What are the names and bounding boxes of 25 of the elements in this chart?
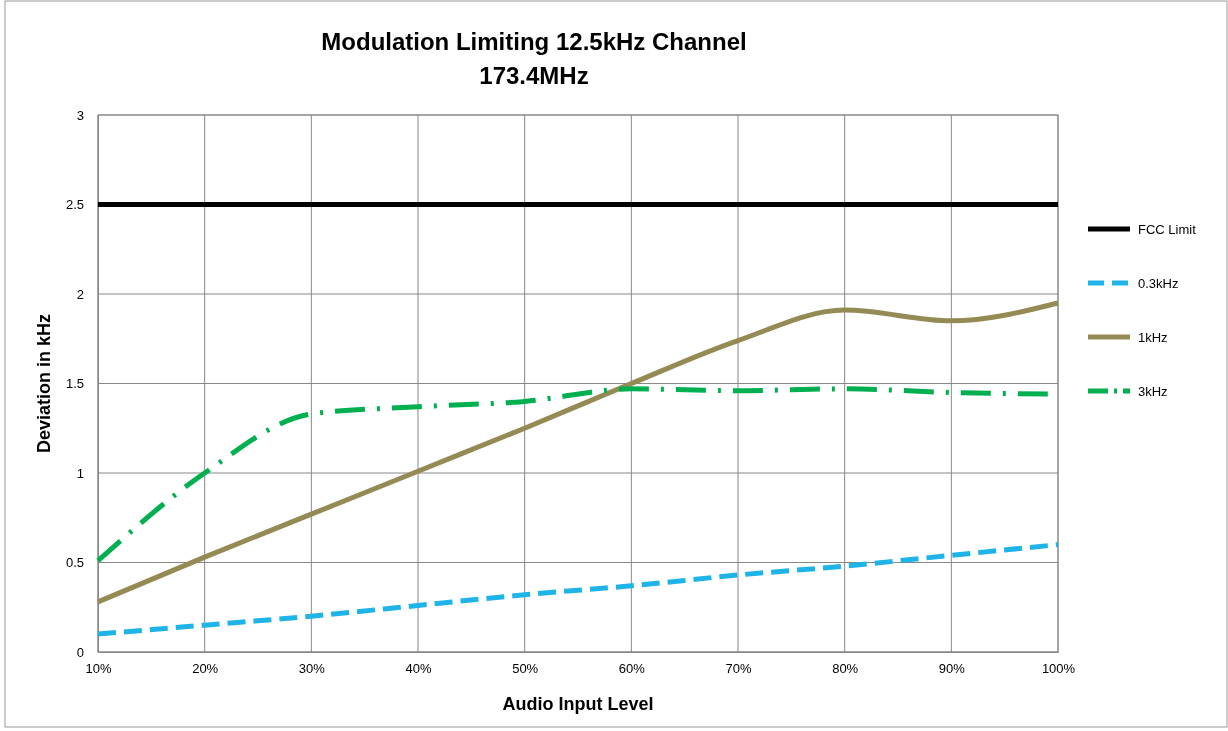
legend-label: 3kHz <box>1138 384 1168 399</box>
legend-label: 0.3kHz <box>1138 276 1179 291</box>
y-tick-label: 1 <box>76 465 84 481</box>
x-tick-label: 100% <box>1041 661 1076 677</box>
x-axis-title: Audio Input Level <box>502 694 654 714</box>
y-axis-title: Deviation in kHz <box>34 313 54 454</box>
x-tick-label: 20% <box>192 661 219 677</box>
y-tick-label: 2 <box>76 286 84 302</box>
chart-subtitle: 173.4MHz <box>479 62 589 89</box>
x-tick-label: 40% <box>405 661 432 677</box>
x-tick-label: 10% <box>85 661 112 677</box>
y-tick-label: 0 <box>76 644 84 660</box>
y-tick-label: 0.5 <box>65 555 84 571</box>
legend-label: 1kHz <box>1138 330 1168 345</box>
legend-label: FCC Limit <box>1138 222 1197 237</box>
chart-title: Modulation Limiting 12.5kHz Channel <box>321 28 747 55</box>
y-tick-label: 1.5 <box>65 376 84 392</box>
x-tick-label: 50% <box>512 661 539 677</box>
x-tick-label: 30% <box>298 661 326 677</box>
y-tick-label: 3 <box>76 107 84 123</box>
x-tick-label: 70% <box>725 661 752 677</box>
x-tick-label: 60% <box>618 661 646 677</box>
y-tick-label: 2.5 <box>65 197 84 213</box>
x-tick-label: 90% <box>938 661 966 677</box>
x-tick-label: 80% <box>832 661 859 677</box>
